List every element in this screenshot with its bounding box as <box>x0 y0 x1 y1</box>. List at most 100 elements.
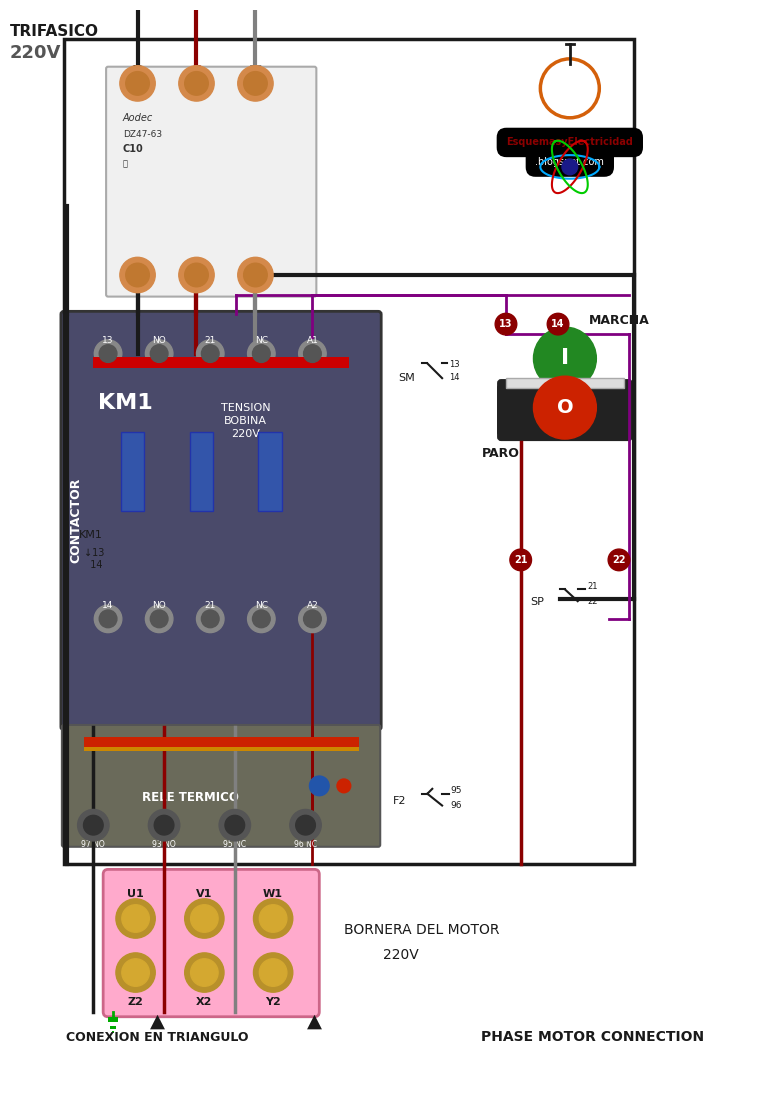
Circle shape <box>94 606 122 632</box>
Text: 14: 14 <box>103 601 114 610</box>
Bar <box>93 356 349 368</box>
FancyBboxPatch shape <box>62 725 380 847</box>
Text: CONEXION EN TRIANGULO: CONEXION EN TRIANGULO <box>66 1031 249 1045</box>
Circle shape <box>244 72 268 95</box>
Circle shape <box>201 345 219 363</box>
Circle shape <box>534 376 597 439</box>
Text: 14: 14 <box>84 560 102 570</box>
Text: A2: A2 <box>306 601 318 610</box>
Circle shape <box>303 610 321 628</box>
Bar <box>189 433 214 511</box>
Circle shape <box>547 314 568 335</box>
Text: C10: C10 <box>123 144 144 154</box>
Bar <box>121 433 144 511</box>
Text: 21: 21 <box>204 336 216 345</box>
Circle shape <box>238 257 273 293</box>
Circle shape <box>201 610 219 628</box>
Text: KM1: KM1 <box>78 530 103 540</box>
Circle shape <box>608 549 630 571</box>
Circle shape <box>191 959 218 986</box>
Circle shape <box>145 339 173 367</box>
Text: .blogspot.com: .blogspot.com <box>535 157 604 167</box>
Circle shape <box>254 953 293 993</box>
Circle shape <box>150 345 168 363</box>
Circle shape <box>120 257 155 293</box>
Circle shape <box>179 257 214 293</box>
Circle shape <box>94 339 122 367</box>
Text: 13: 13 <box>449 360 460 369</box>
FancyBboxPatch shape <box>498 385 632 440</box>
Circle shape <box>100 345 117 363</box>
Circle shape <box>244 263 268 287</box>
Circle shape <box>116 953 155 993</box>
Text: Y2: Y2 <box>265 997 281 1007</box>
Circle shape <box>225 815 245 835</box>
Bar <box>84 736 359 746</box>
Circle shape <box>290 810 321 841</box>
Text: MARCHA: MARCHA <box>588 314 649 327</box>
Text: U1: U1 <box>127 889 144 899</box>
Text: X2: X2 <box>196 997 213 1007</box>
Text: 13: 13 <box>103 336 114 345</box>
Circle shape <box>296 815 315 835</box>
Circle shape <box>197 339 224 367</box>
Text: 13: 13 <box>499 319 513 329</box>
Circle shape <box>122 959 149 986</box>
Text: 21: 21 <box>514 554 527 564</box>
Circle shape <box>248 606 275 632</box>
Text: Aodec: Aodec <box>123 113 153 123</box>
Bar <box>258 433 282 511</box>
Text: CONTACTOR: CONTACTOR <box>69 478 82 563</box>
Circle shape <box>122 905 149 933</box>
Circle shape <box>185 953 224 993</box>
Circle shape <box>337 779 351 793</box>
Circle shape <box>185 263 208 287</box>
Bar <box>84 746 359 752</box>
Text: F2: F2 <box>393 795 407 806</box>
Circle shape <box>154 815 174 835</box>
Text: RELE TERMICO: RELE TERMICO <box>142 791 239 804</box>
Text: 97 NO: 97 NO <box>81 840 105 848</box>
Circle shape <box>254 899 293 938</box>
Circle shape <box>120 65 155 101</box>
Circle shape <box>534 327 597 390</box>
Circle shape <box>84 815 103 835</box>
Text: NC: NC <box>255 336 268 345</box>
Text: 96 NC: 96 NC <box>294 840 317 848</box>
Text: 22: 22 <box>587 598 598 607</box>
Text: NC: NC <box>255 601 268 610</box>
Text: Z2: Z2 <box>128 997 144 1007</box>
Bar <box>506 378 624 388</box>
Circle shape <box>299 339 326 367</box>
Text: KM1: KM1 <box>98 393 153 413</box>
Circle shape <box>185 899 224 938</box>
Text: ▲: ▲ <box>150 1011 165 1030</box>
Circle shape <box>116 899 155 938</box>
Text: 96: 96 <box>450 801 461 810</box>
Circle shape <box>125 263 149 287</box>
Text: PHASE MOTOR CONNECTION: PHASE MOTOR CONNECTION <box>481 1030 705 1045</box>
Text: S: S <box>191 63 202 82</box>
Circle shape <box>259 959 287 986</box>
Text: I: I <box>561 348 569 368</box>
Text: TRIFASICO: TRIFASICO <box>10 24 99 40</box>
FancyBboxPatch shape <box>61 312 382 730</box>
Circle shape <box>148 810 180 841</box>
Circle shape <box>191 905 218 933</box>
Text: R: R <box>131 63 144 82</box>
Circle shape <box>303 345 321 363</box>
Text: 14: 14 <box>449 374 460 383</box>
Circle shape <box>248 339 275 367</box>
Circle shape <box>309 776 329 795</box>
FancyBboxPatch shape <box>498 380 632 435</box>
Text: 220V: 220V <box>383 948 419 962</box>
Circle shape <box>259 905 287 933</box>
Text: ↓13: ↓13 <box>84 548 104 558</box>
Circle shape <box>252 345 270 363</box>
Text: ▲: ▲ <box>307 1011 322 1030</box>
FancyBboxPatch shape <box>103 869 319 1017</box>
Circle shape <box>125 72 149 95</box>
Text: SP: SP <box>530 598 544 608</box>
Text: DZ47-63: DZ47-63 <box>123 130 162 139</box>
Text: 93 NO: 93 NO <box>152 840 176 848</box>
